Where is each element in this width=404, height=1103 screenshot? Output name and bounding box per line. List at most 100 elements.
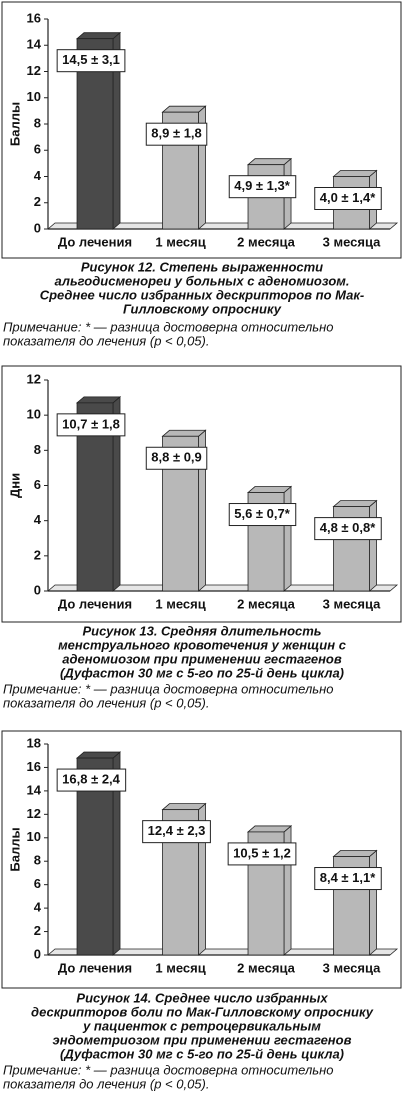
y-tick-label: 2	[34, 194, 41, 209]
value-label: 8,8 ± 0,9	[151, 450, 202, 465]
value-label-box	[227, 842, 297, 866]
value-label: 5,6 ± 0,7*	[234, 506, 291, 521]
y-tick-label: 6	[34, 142, 41, 157]
x-tick-label: 1 месяц	[155, 234, 205, 249]
caption-line: эндометриозом при применении гестагенов	[53, 1032, 352, 1047]
x-tick-label: 3 месяца	[323, 234, 381, 249]
chart-frame	[1, 730, 402, 989]
caption-line: Рисунок 13. Средняя длительность	[82, 623, 321, 638]
caption-line: Рисунок 14. Среднее число избранных	[76, 990, 328, 1005]
caption-line: Среднее число избранных дескрипторов по …	[40, 287, 365, 302]
y-tick-label: 12	[27, 371, 41, 386]
y-axis-label: Дни	[7, 473, 22, 498]
bar-top	[75, 32, 122, 40]
y-tick-label: 2	[34, 547, 41, 562]
caption-line: (Дуфастон 30 мг с 5-го по 25-й день цикл…	[60, 1046, 344, 1061]
y-tick-label: 16	[27, 759, 41, 774]
x-tick-label: До лечения	[58, 596, 132, 611]
note-line: Примечание: * — разница достоверна относ…	[3, 1062, 334, 1077]
y-tick-label: 14	[27, 37, 42, 52]
bar-top	[161, 105, 207, 113]
value-label-box	[142, 820, 211, 844]
y-tick-label: 8	[34, 115, 41, 130]
x-tick-label: 1 месяц	[155, 596, 205, 611]
value-label: 10,5 ± 1,2	[233, 845, 291, 860]
caption-line: дескрипторов боли по Мак-Гилловскому опр…	[31, 1004, 374, 1019]
note-line: показателя до лечения (p < 0,05).	[3, 1076, 209, 1091]
note-line: Примечание: * — разница достоверна относ…	[3, 319, 334, 334]
value-label: 4,8 ± 0,8*	[320, 520, 377, 535]
note-line: Примечание: * — разница достоверна относ…	[3, 681, 334, 696]
bar-top	[246, 158, 293, 166]
bar-top	[332, 170, 378, 177]
y-tick-label: 6	[34, 876, 41, 891]
x-tick-label: 3 месяца	[323, 960, 381, 975]
bar-top	[246, 486, 293, 493]
x-tick-label: 2 месяца	[237, 596, 295, 611]
value-label-box	[145, 446, 208, 470]
bar-top	[332, 500, 378, 508]
caption-line: Рисунок 12. Степень выраженности	[81, 259, 323, 274]
value-label-box	[56, 768, 127, 792]
y-tick-label: 2	[34, 923, 41, 938]
y-tick-label: 18	[27, 735, 41, 750]
y-tick-label: 12	[27, 806, 41, 821]
bar-side	[369, 849, 377, 956]
value-label: 10,7 ± 1,8	[62, 416, 120, 431]
y-axis-label: Баллы	[7, 102, 22, 146]
y-tick-label: 16	[27, 10, 41, 25]
value-label: 16,8 ± 2,4	[62, 772, 121, 787]
y-tick-label: 8	[34, 442, 41, 457]
note-line: показателя до лечения (p < 0,05).	[3, 333, 209, 348]
value-label-box	[228, 503, 297, 527]
value-label: 8,4 ± 1,1*	[320, 870, 377, 885]
value-label: 4,9 ± 1,3*	[234, 178, 291, 193]
x-tick-label: 1 месяц	[155, 960, 205, 975]
y-tick-label: 10	[27, 89, 41, 104]
value-label-box	[56, 413, 126, 437]
y-tick-label: 10	[27, 407, 41, 422]
caption-line: альгодисменореи у больных с аденомиозом.	[54, 273, 349, 288]
y-tick-label: 0	[34, 946, 41, 961]
value-label-box	[314, 517, 382, 541]
caption-line: у пациенток с ретроцервикальным	[82, 1018, 321, 1033]
bar-top	[332, 850, 378, 857]
x-tick-label: До лечения	[58, 234, 132, 249]
y-tick-label: 4	[34, 512, 42, 527]
y-tick-label: 0	[34, 220, 41, 235]
bar-side	[283, 485, 292, 592]
y-tick-label: 8	[34, 853, 41, 868]
y-tick-label: 4	[34, 900, 42, 915]
bar-side	[369, 499, 377, 592]
y-axis-label: Баллы	[7, 827, 22, 871]
caption-line: аденомиозом при применении гестагенов	[62, 651, 342, 666]
value-label: 4,0 ± 1,4*	[320, 190, 377, 205]
x-tick-label: 2 месяца	[237, 234, 295, 249]
value-label: 12,4 ± 2,3	[148, 823, 206, 838]
bar-top	[246, 825, 293, 833]
note-line: показателя до лечения (p < 0,05).	[3, 695, 209, 710]
value-label: 14,5 ± 3,1	[62, 52, 120, 67]
value-label: 8,9 ± 1,8	[151, 126, 202, 141]
bar-top	[75, 396, 122, 404]
value-label-box	[314, 187, 382, 210]
value-label-box	[145, 122, 208, 146]
y-tick-label: 14	[27, 782, 42, 797]
y-tick-label: 0	[34, 582, 41, 597]
value-label-box	[56, 49, 126, 73]
y-tick-label: 12	[27, 63, 41, 78]
y-tick-label: 10	[27, 829, 41, 844]
x-tick-label: 2 месяца	[237, 960, 295, 975]
chart-frame	[1, 365, 402, 623]
bar-top	[75, 751, 122, 759]
y-tick-label: 4	[34, 168, 42, 183]
x-tick-label: 3 месяца	[323, 596, 381, 611]
value-label-box	[314, 867, 382, 891]
caption-line: менструального кровотечения у женщин с	[58, 637, 347, 652]
value-label-box	[228, 175, 297, 199]
bar-top	[161, 803, 207, 811]
bar-top	[161, 429, 207, 437]
x-tick-label: До лечения	[58, 960, 132, 975]
